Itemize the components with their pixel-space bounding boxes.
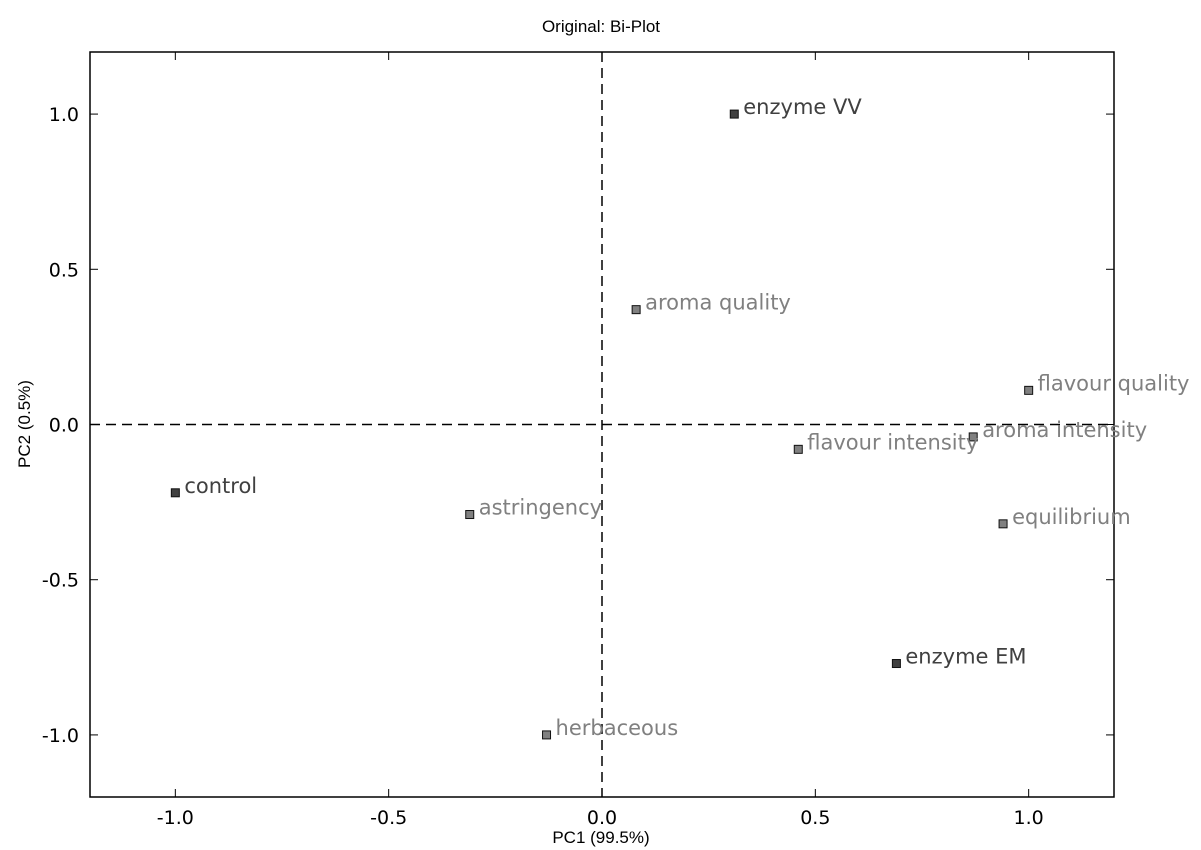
y-tick-label: 0.5	[49, 259, 79, 281]
data-point	[729, 109, 739, 119]
data-point	[465, 510, 475, 520]
x-tick-label: 0.0	[587, 807, 617, 829]
data-point	[170, 488, 180, 498]
data-point	[968, 432, 978, 442]
data-point-label: control	[184, 474, 257, 498]
data-point-label: aroma intensity	[982, 418, 1147, 442]
data-point-label: equilibrium	[1012, 505, 1131, 529]
data-point-label: astringency	[479, 496, 602, 520]
y-tick-label: 1.0	[49, 104, 79, 126]
y-tick-label: 0.0	[49, 415, 79, 437]
x-tick-label: -1.0	[157, 807, 194, 829]
data-point-label: flavour intensity	[807, 430, 978, 454]
data-point	[1024, 385, 1034, 395]
data-point	[891, 659, 901, 669]
plot-area: -1.0 -0.5 0.0 0.5 1.0 -1.0 -0.5 0.0 0.5 1.0 enzyme…	[42, 51, 1190, 829]
y-axis-label: PC2 (0.5%)	[15, 380, 34, 468]
data-point-label: enzyme VV	[743, 95, 862, 119]
data-point-label: flavour quality	[1038, 371, 1190, 395]
x-tick-label: 0.5	[800, 807, 830, 829]
y-tick-label: -0.5	[42, 570, 79, 592]
data-point	[998, 519, 1008, 529]
data-point-label: aroma quality	[645, 291, 791, 315]
chart-title: Original: Bi-Plot	[542, 17, 660, 36]
x-tick-label: -0.5	[370, 807, 407, 829]
data-point-label: herbaceous	[556, 716, 679, 740]
data-point	[631, 305, 641, 315]
data-point	[793, 444, 803, 454]
data-point	[542, 730, 552, 740]
x-axis-label: PC1 (99.5%)	[552, 828, 649, 847]
x-tick-label: 1.0	[1014, 807, 1044, 829]
data-point-label: enzyme EM	[905, 645, 1026, 669]
y-tick-label: -1.0	[42, 725, 79, 747]
